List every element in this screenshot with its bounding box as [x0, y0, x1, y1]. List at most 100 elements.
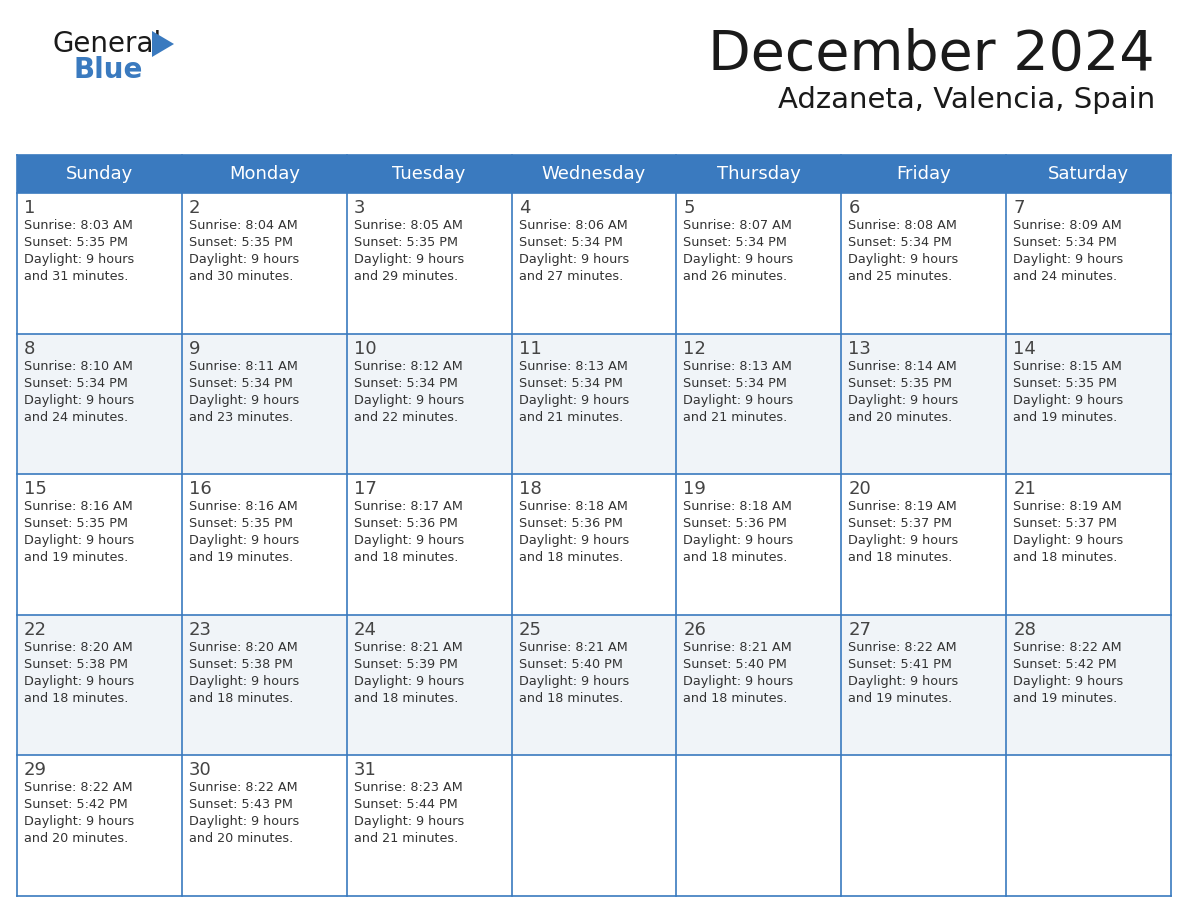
Text: Friday: Friday — [896, 165, 952, 183]
Text: Sunrise: 8:11 AM: Sunrise: 8:11 AM — [189, 360, 298, 373]
Text: Sunset: 5:35 PM: Sunset: 5:35 PM — [24, 517, 128, 531]
Text: Sunrise: 8:07 AM: Sunrise: 8:07 AM — [683, 219, 792, 232]
Text: Sunrise: 8:22 AM: Sunrise: 8:22 AM — [189, 781, 297, 794]
Text: Sunset: 5:34 PM: Sunset: 5:34 PM — [519, 376, 623, 389]
Text: Sunrise: 8:13 AM: Sunrise: 8:13 AM — [519, 360, 627, 373]
Text: Sunset: 5:37 PM: Sunset: 5:37 PM — [848, 517, 953, 531]
Text: and 18 minutes.: and 18 minutes. — [519, 551, 623, 565]
Text: Daylight: 9 hours: Daylight: 9 hours — [189, 815, 299, 828]
Text: and 27 minutes.: and 27 minutes. — [519, 270, 623, 283]
Text: 10: 10 — [354, 340, 377, 358]
Text: and 23 minutes.: and 23 minutes. — [189, 410, 293, 423]
Text: Daylight: 9 hours: Daylight: 9 hours — [848, 253, 959, 266]
Text: Sunset: 5:35 PM: Sunset: 5:35 PM — [189, 236, 293, 249]
Text: Daylight: 9 hours: Daylight: 9 hours — [24, 253, 134, 266]
Text: Adzaneta, Valencia, Spain: Adzaneta, Valencia, Spain — [778, 86, 1155, 114]
Text: Sunrise: 8:18 AM: Sunrise: 8:18 AM — [683, 500, 792, 513]
Text: Daylight: 9 hours: Daylight: 9 hours — [683, 394, 794, 407]
Text: Sunrise: 8:12 AM: Sunrise: 8:12 AM — [354, 360, 462, 373]
Text: 19: 19 — [683, 480, 707, 498]
Text: Sunrise: 8:22 AM: Sunrise: 8:22 AM — [24, 781, 133, 794]
Text: Daylight: 9 hours: Daylight: 9 hours — [24, 534, 134, 547]
Text: Daylight: 9 hours: Daylight: 9 hours — [189, 675, 299, 688]
Text: and 18 minutes.: and 18 minutes. — [848, 551, 953, 565]
Text: and 20 minutes.: and 20 minutes. — [24, 833, 128, 845]
Bar — [17, 615, 1171, 756]
Text: 27: 27 — [848, 621, 871, 639]
Text: 17: 17 — [354, 480, 377, 498]
Text: and 18 minutes.: and 18 minutes. — [683, 551, 788, 565]
Text: and 19 minutes.: and 19 minutes. — [1013, 692, 1118, 705]
Text: Sunrise: 8:20 AM: Sunrise: 8:20 AM — [24, 641, 133, 654]
Text: Daylight: 9 hours: Daylight: 9 hours — [1013, 675, 1124, 688]
Text: Sunset: 5:35 PM: Sunset: 5:35 PM — [848, 376, 953, 389]
Text: Daylight: 9 hours: Daylight: 9 hours — [354, 534, 465, 547]
Text: and 18 minutes.: and 18 minutes. — [354, 692, 459, 705]
Bar — [17, 475, 1171, 615]
Text: Sunset: 5:38 PM: Sunset: 5:38 PM — [189, 658, 293, 671]
Text: Sunset: 5:40 PM: Sunset: 5:40 PM — [519, 658, 623, 671]
Text: Sunrise: 8:19 AM: Sunrise: 8:19 AM — [1013, 500, 1121, 513]
Text: Sunset: 5:35 PM: Sunset: 5:35 PM — [189, 517, 293, 531]
Text: and 24 minutes.: and 24 minutes. — [24, 410, 128, 423]
Text: General: General — [52, 30, 162, 58]
Text: and 18 minutes.: and 18 minutes. — [189, 692, 293, 705]
Text: and 31 minutes.: and 31 minutes. — [24, 270, 128, 283]
Text: December 2024: December 2024 — [708, 28, 1155, 82]
Text: Sunset: 5:42 PM: Sunset: 5:42 PM — [24, 799, 128, 812]
Text: and 18 minutes.: and 18 minutes. — [354, 551, 459, 565]
Text: 6: 6 — [848, 199, 860, 217]
Text: Daylight: 9 hours: Daylight: 9 hours — [189, 394, 299, 407]
Text: Daylight: 9 hours: Daylight: 9 hours — [519, 534, 628, 547]
Text: 14: 14 — [1013, 340, 1036, 358]
Text: Sunrise: 8:22 AM: Sunrise: 8:22 AM — [1013, 641, 1121, 654]
Text: Sunset: 5:34 PM: Sunset: 5:34 PM — [189, 376, 292, 389]
Text: Sunrise: 8:20 AM: Sunrise: 8:20 AM — [189, 641, 298, 654]
Text: 25: 25 — [519, 621, 542, 639]
Bar — [17, 155, 1171, 193]
Text: Sunrise: 8:21 AM: Sunrise: 8:21 AM — [519, 641, 627, 654]
Text: 28: 28 — [1013, 621, 1036, 639]
Text: Daylight: 9 hours: Daylight: 9 hours — [848, 534, 959, 547]
Text: Daylight: 9 hours: Daylight: 9 hours — [1013, 534, 1124, 547]
Text: Sunday: Sunday — [65, 165, 133, 183]
Text: Daylight: 9 hours: Daylight: 9 hours — [683, 675, 794, 688]
Text: Sunset: 5:34 PM: Sunset: 5:34 PM — [519, 236, 623, 249]
Text: Sunset: 5:36 PM: Sunset: 5:36 PM — [519, 517, 623, 531]
Text: Blue: Blue — [74, 56, 144, 84]
Text: Sunset: 5:34 PM: Sunset: 5:34 PM — [683, 376, 788, 389]
Text: Sunset: 5:40 PM: Sunset: 5:40 PM — [683, 658, 788, 671]
Text: Sunset: 5:44 PM: Sunset: 5:44 PM — [354, 799, 457, 812]
Text: Sunset: 5:34 PM: Sunset: 5:34 PM — [354, 376, 457, 389]
Text: Sunset: 5:39 PM: Sunset: 5:39 PM — [354, 658, 457, 671]
Bar — [17, 333, 1171, 475]
Text: 23: 23 — [189, 621, 211, 639]
Text: Daylight: 9 hours: Daylight: 9 hours — [519, 253, 628, 266]
Text: Wednesday: Wednesday — [542, 165, 646, 183]
Text: Sunset: 5:42 PM: Sunset: 5:42 PM — [1013, 658, 1117, 671]
Text: Sunrise: 8:06 AM: Sunrise: 8:06 AM — [519, 219, 627, 232]
Text: Sunset: 5:35 PM: Sunset: 5:35 PM — [1013, 376, 1117, 389]
Text: and 29 minutes.: and 29 minutes. — [354, 270, 457, 283]
Text: 9: 9 — [189, 340, 201, 358]
Text: 7: 7 — [1013, 199, 1024, 217]
Text: Sunset: 5:34 PM: Sunset: 5:34 PM — [683, 236, 788, 249]
Text: Sunrise: 8:22 AM: Sunrise: 8:22 AM — [848, 641, 956, 654]
Text: 16: 16 — [189, 480, 211, 498]
Text: 30: 30 — [189, 761, 211, 779]
Text: Daylight: 9 hours: Daylight: 9 hours — [519, 394, 628, 407]
Text: and 18 minutes.: and 18 minutes. — [683, 692, 788, 705]
Text: Daylight: 9 hours: Daylight: 9 hours — [189, 534, 299, 547]
Text: and 22 minutes.: and 22 minutes. — [354, 410, 457, 423]
Text: Sunset: 5:36 PM: Sunset: 5:36 PM — [683, 517, 788, 531]
Text: 20: 20 — [848, 480, 871, 498]
Text: Daylight: 9 hours: Daylight: 9 hours — [848, 675, 959, 688]
Text: Sunset: 5:34 PM: Sunset: 5:34 PM — [848, 236, 952, 249]
Text: Sunrise: 8:15 AM: Sunrise: 8:15 AM — [1013, 360, 1121, 373]
Text: Daylight: 9 hours: Daylight: 9 hours — [519, 675, 628, 688]
Text: and 19 minutes.: and 19 minutes. — [848, 692, 953, 705]
Text: 22: 22 — [24, 621, 48, 639]
Text: Tuesday: Tuesday — [392, 165, 466, 183]
Text: and 18 minutes.: and 18 minutes. — [24, 692, 128, 705]
Text: and 19 minutes.: and 19 minutes. — [189, 551, 293, 565]
